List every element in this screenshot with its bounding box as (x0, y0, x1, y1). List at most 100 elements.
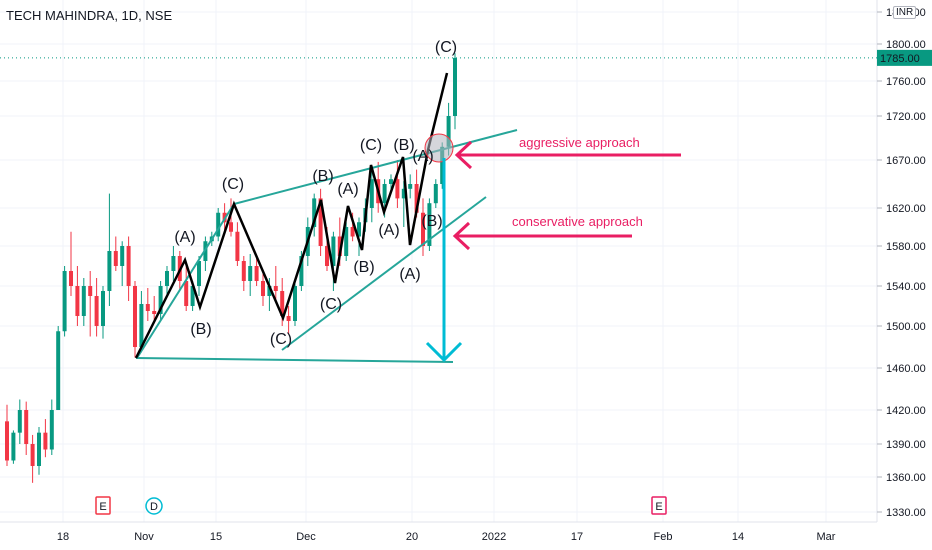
candle (30, 434, 35, 483)
candle (331, 231, 336, 291)
earnings-badge (651, 496, 667, 515)
candle (203, 236, 208, 271)
x-tick-label: Feb (654, 531, 673, 543)
price-axis[interactable]: 1840.001800.001760.001720.001670.001620.… (0, 0, 932, 522)
candle-body (120, 246, 125, 266)
x-tick-label: Dec (296, 531, 316, 543)
candle (113, 236, 118, 271)
chart-grid (0, 0, 877, 522)
candle (5, 404, 9, 466)
y-tick-label: 1760.00 (886, 76, 926, 88)
candle (229, 198, 233, 237)
candle-body (171, 256, 176, 271)
candle (433, 179, 438, 208)
base-line (135, 357, 454, 363)
candle (318, 188, 323, 256)
candle-body (261, 281, 265, 296)
candle-body (11, 432, 16, 461)
wave-label: (A) (412, 148, 433, 165)
candle-body (401, 188, 406, 199)
candle-body (88, 286, 93, 296)
candle-body (325, 246, 329, 266)
candle-body (248, 266, 253, 281)
candle-body (344, 227, 349, 256)
candle (293, 281, 297, 326)
candle-body (197, 261, 201, 286)
candle-body (43, 432, 48, 450)
y-tick-label: 1330.00 (886, 507, 926, 519)
candle-body (389, 179, 393, 184)
candle-body (133, 286, 137, 347)
x-tick-label: Nov (134, 531, 154, 543)
candle-body (408, 184, 413, 189)
event-marker: E (95, 496, 111, 515)
candle-body (145, 304, 150, 311)
candle-body (30, 444, 35, 466)
candle-body (235, 231, 240, 261)
candle (56, 326, 61, 410)
candle-body (158, 286, 163, 314)
aggressive-label: aggressive approach (519, 135, 640, 150)
candle-body (254, 266, 259, 281)
candle-body (69, 271, 73, 286)
x-tick-label: 2022 (482, 531, 506, 543)
y-tick-label: 1500.00 (886, 321, 926, 333)
candle-body (395, 179, 400, 199)
event-marker: E (651, 496, 667, 515)
x-tick-label: 15 (210, 531, 222, 543)
x-tick-label: 14 (732, 531, 744, 543)
candle-body (101, 291, 105, 326)
candle-body (337, 236, 342, 256)
candle (43, 419, 48, 458)
currency-badge[interactable]: INR (893, 6, 917, 19)
wave-label: (A) (174, 229, 195, 246)
candle (11, 430, 16, 464)
wave-label: (C) (360, 137, 382, 154)
wave-label: (C) (270, 331, 292, 348)
candle (152, 296, 157, 321)
candle (37, 427, 41, 475)
candle-body (165, 271, 169, 286)
candle (427, 198, 432, 251)
candle-body (75, 286, 80, 316)
candle (62, 266, 67, 337)
candle-body (421, 212, 425, 246)
candle-body (446, 116, 451, 147)
candle-body (5, 421, 9, 461)
candle-body (453, 57, 457, 116)
candle (120, 241, 125, 286)
y-tick-label: 1540.00 (886, 281, 926, 293)
candle-body (280, 291, 285, 316)
time-axis[interactable]: 18 Nov 15 Dec 20 2022 17 Feb 14 Mar (0, 521, 877, 543)
triangle-left-side (136, 203, 235, 359)
candle (254, 258, 259, 286)
candle-body (350, 227, 355, 237)
wave-label: (B) (393, 137, 414, 154)
elliott-wave-path (134, 72, 449, 359)
candle-body (62, 271, 67, 332)
earnings-badge (95, 496, 111, 515)
last-price-label: 1785.00 (880, 53, 920, 65)
candle (17, 399, 22, 444)
candle (49, 399, 54, 455)
conservative-arrow-head (452, 221, 471, 251)
candle (165, 266, 169, 296)
candle-body (273, 286, 278, 291)
candle-body (369, 179, 374, 208)
conservative-label: conservative approach (512, 214, 643, 229)
event-label: E (655, 501, 662, 513)
candle-body (94, 296, 99, 326)
candle (401, 181, 406, 227)
candle-body (37, 432, 41, 466)
candle (369, 169, 374, 223)
x-tick-label: 20 (406, 531, 418, 543)
candle (248, 254, 253, 296)
wave-label: (B) (353, 259, 374, 276)
candle (158, 281, 163, 321)
candle (139, 291, 144, 353)
candle-body (286, 316, 291, 321)
candle (453, 53, 457, 130)
candle (107, 193, 112, 306)
